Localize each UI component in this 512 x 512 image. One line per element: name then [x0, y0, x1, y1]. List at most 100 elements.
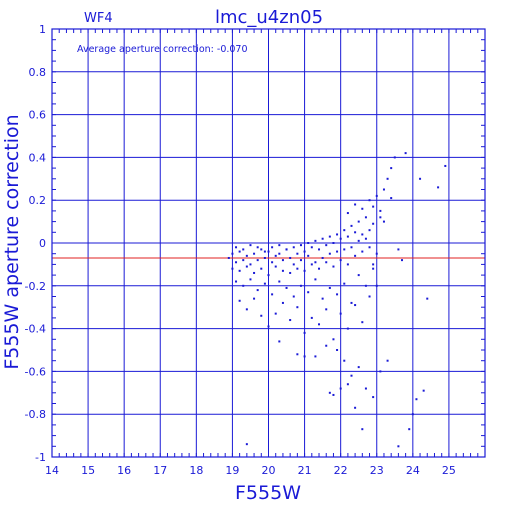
data-point — [267, 250, 270, 253]
data-point — [310, 263, 313, 266]
data-point — [245, 265, 248, 268]
data-point — [299, 244, 302, 247]
data-point — [299, 259, 302, 262]
data-point — [411, 413, 414, 416]
data-point — [343, 359, 346, 362]
y-tick-label: -0.6 — [25, 365, 46, 378]
x-tick-label: 23 — [370, 464, 384, 477]
data-point — [318, 267, 321, 270]
data-point — [235, 280, 238, 283]
x-tick-label: 21 — [298, 464, 312, 477]
grid-lines — [52, 29, 485, 457]
data-point — [249, 263, 252, 266]
data-point — [364, 216, 367, 219]
y-tick-label: -0.2 — [25, 280, 46, 293]
data-point — [263, 256, 266, 259]
data-point — [372, 263, 375, 266]
y-tick-label: -1 — [35, 451, 46, 464]
data-point — [361, 321, 364, 324]
data-point — [328, 235, 331, 238]
data-point — [328, 391, 331, 394]
data-point — [332, 393, 335, 396]
data-point — [368, 229, 371, 232]
y-axis-label: F555W aperture correction — [1, 114, 23, 369]
data-point — [422, 389, 425, 392]
average-correction-annotation: Average aperture correction: -0.070 — [77, 44, 248, 55]
data-point — [242, 284, 245, 287]
x-tick-label: 20 — [262, 464, 276, 477]
data-point — [253, 297, 256, 300]
data-point — [390, 197, 393, 200]
data-point — [307, 242, 310, 244]
x-tick-label: 18 — [189, 464, 203, 477]
data-point — [274, 312, 277, 315]
data-point — [274, 265, 277, 268]
y-tick-label: -0.8 — [25, 408, 46, 421]
data-point — [325, 261, 328, 264]
data-point — [285, 248, 288, 251]
data-point — [339, 387, 342, 390]
data-point — [328, 286, 331, 289]
data-point — [332, 338, 335, 341]
y-tick-label: -0.4 — [25, 323, 46, 336]
data-point — [390, 167, 393, 170]
x-tick-label: 14 — [45, 464, 59, 477]
data-point — [354, 406, 357, 409]
data-point — [372, 222, 375, 225]
data-point — [339, 259, 342, 262]
data-point — [235, 246, 238, 249]
data-point — [336, 293, 339, 296]
data-point — [256, 259, 259, 262]
data-point — [263, 250, 266, 253]
data-point — [303, 355, 306, 358]
data-point — [346, 263, 349, 266]
data-point — [249, 278, 252, 281]
data-point — [364, 284, 367, 287]
data-point — [332, 242, 335, 244]
data-point — [354, 254, 357, 257]
data-point — [325, 344, 328, 347]
data-point — [350, 246, 353, 249]
plot-border — [51, 28, 486, 458]
x-axis-label: F555W — [235, 482, 301, 504]
data-point — [339, 312, 342, 315]
data-point — [296, 353, 299, 356]
x-tick-label: 19 — [225, 464, 239, 477]
data-point — [382, 220, 385, 223]
data-point — [328, 252, 331, 255]
data-point — [343, 248, 346, 251]
data-point — [263, 282, 266, 285]
plot-frame — [51, 28, 486, 458]
data-point — [281, 269, 284, 272]
data-point — [278, 244, 281, 247]
data-point — [314, 261, 317, 264]
data-point — [238, 250, 241, 253]
data-point — [372, 205, 375, 208]
data-point — [346, 212, 349, 215]
data-point — [361, 233, 364, 236]
data-point — [238, 269, 241, 272]
x-tick-labels: 14 15 16 17 18 19 20 21 22 23 24 25 — [45, 464, 456, 477]
data-point — [354, 304, 357, 307]
data-point — [332, 265, 335, 268]
data-point — [321, 237, 324, 240]
y-tick-label: 0.2 — [29, 194, 47, 207]
data-point — [386, 359, 389, 362]
data-point — [271, 293, 274, 296]
data-point — [375, 284, 378, 287]
data-point — [444, 164, 447, 167]
data-point — [336, 250, 339, 253]
data-point — [350, 301, 353, 304]
data-point — [245, 443, 248, 446]
data-point — [343, 229, 346, 232]
data-point — [271, 261, 274, 264]
data-point — [375, 194, 378, 197]
data-point — [278, 252, 281, 255]
chart-title: lmc_u4zn05 — [215, 7, 323, 28]
data-point — [364, 387, 367, 390]
x-tick-label: 22 — [334, 464, 348, 477]
data-point — [310, 316, 313, 319]
